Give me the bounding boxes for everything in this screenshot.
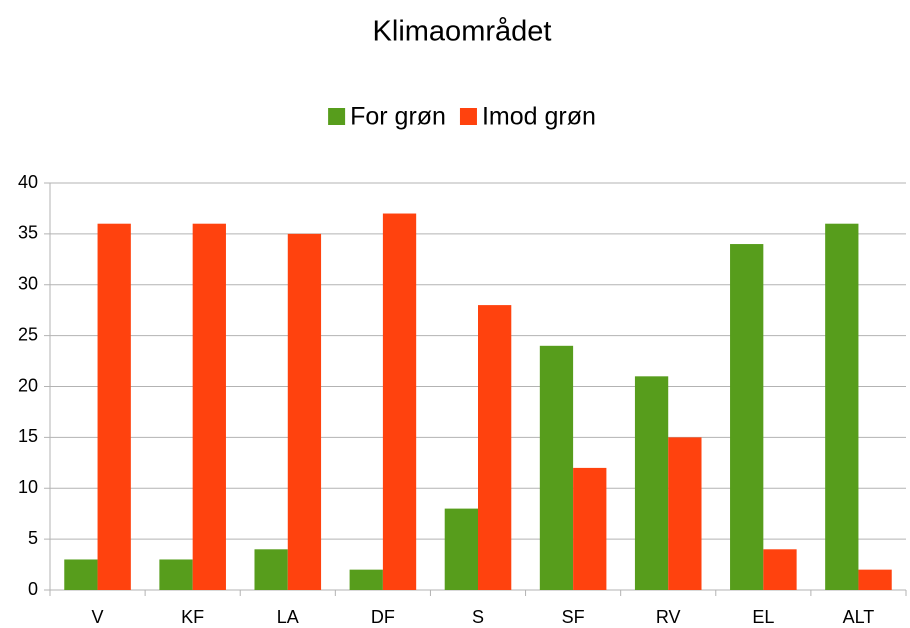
y-tick-label: 35 — [18, 223, 38, 243]
bar — [382, 213, 417, 590]
legend-swatch — [328, 108, 346, 125]
bar — [539, 345, 574, 590]
bar — [64, 559, 98, 590]
bar — [444, 508, 478, 590]
y-tick-label: 5 — [28, 528, 38, 548]
y-tick-label: 25 — [18, 324, 38, 344]
y-tick-label: 15 — [18, 426, 38, 446]
y-tick-label: 0 — [28, 579, 38, 599]
y-tick-label: 40 — [18, 172, 38, 192]
y-tick-label: 20 — [18, 375, 38, 395]
x-tick-label: RV — [656, 607, 681, 627]
bar — [159, 559, 193, 590]
bar — [349, 569, 383, 590]
bar — [668, 437, 702, 590]
x-tick-label: V — [92, 607, 104, 627]
x-tick-label: EL — [752, 607, 774, 627]
x-tick-label: S — [472, 607, 484, 627]
bar — [825, 223, 859, 590]
bar — [478, 305, 512, 590]
y-tick-label: 10 — [18, 477, 38, 497]
x-tick-label: SF — [562, 607, 585, 627]
bar — [634, 376, 669, 590]
y-tick-label: 30 — [18, 274, 38, 294]
x-tick-label: KF — [181, 607, 204, 627]
chart-title: Klimaområdet — [373, 16, 552, 48]
bar — [287, 233, 322, 590]
legend-label: Imod grøn — [482, 103, 596, 131]
legend-label: For grøn — [350, 103, 446, 131]
bar — [763, 549, 797, 590]
bar — [858, 569, 892, 590]
x-tick-label: DF — [371, 607, 395, 627]
bar — [192, 223, 226, 590]
x-tick-label: ALT — [843, 607, 875, 627]
bar — [97, 223, 131, 590]
legend: For grøn Imod grøn — [328, 103, 596, 131]
bar — [573, 467, 607, 590]
bar — [730, 244, 764, 591]
x-tick-label: LA — [277, 607, 299, 627]
bar — [254, 549, 288, 590]
legend-swatch — [459, 108, 477, 125]
